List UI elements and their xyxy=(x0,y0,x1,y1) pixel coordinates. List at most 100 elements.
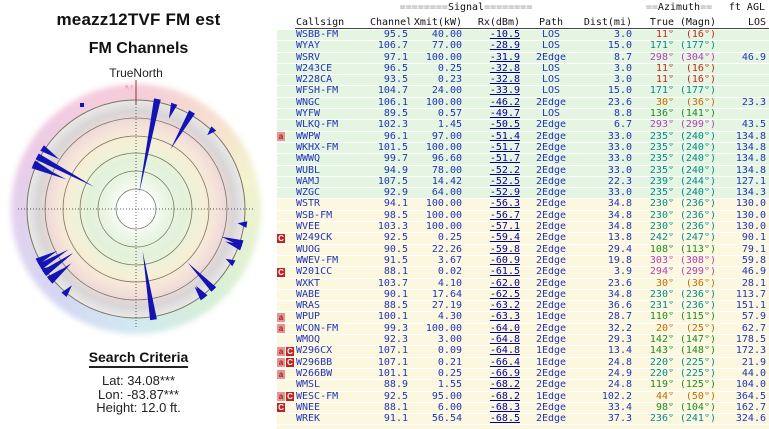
rx-link[interactable]: -66.9 xyxy=(489,368,520,379)
callsign-cell: WSB-FM xyxy=(296,210,333,221)
xmit-cell: 24.00 xyxy=(431,86,462,97)
rx-link[interactable]: -68.2 xyxy=(489,380,520,391)
xmit-cell: 100.00 xyxy=(425,199,462,210)
rx-link[interactable]: -49.7 xyxy=(489,109,520,120)
magn-azimuth-cell: (240°) xyxy=(679,154,716,165)
dist-cell: 32.2 xyxy=(607,323,632,334)
flag-badges xyxy=(277,53,295,63)
rx-link[interactable]: -59.4 xyxy=(489,233,520,244)
callsign-cell: WABE xyxy=(296,289,321,300)
rx-link[interactable]: -62.0 xyxy=(489,278,520,289)
signal-spike xyxy=(40,145,60,160)
flag-badge-c: C xyxy=(286,358,294,368)
signal-spike xyxy=(32,160,52,172)
rx-link[interactable]: -62.5 xyxy=(489,289,520,300)
channel-cell: 103.7 xyxy=(377,278,408,289)
path-cell: 1Edge xyxy=(535,312,567,323)
los-cell: 134.8 xyxy=(735,131,766,142)
dist-cell: 24.8 xyxy=(607,380,632,391)
rx-link[interactable]: -46.2 xyxy=(489,97,520,108)
rx-link[interactable]: -63.3 xyxy=(489,312,520,323)
lat-line: Lat: 34.08*** xyxy=(0,374,277,388)
dist-cell: 34.8 xyxy=(607,289,632,300)
height-label: Height: xyxy=(96,400,138,415)
xmit-cell: 0.02 xyxy=(437,267,462,278)
rx-link[interactable]: -60.9 xyxy=(489,255,520,266)
rx-link[interactable]: -64.8 xyxy=(489,346,520,357)
los-cell xyxy=(722,109,769,119)
dist-cell: 23.6 xyxy=(607,278,632,289)
table-row: WLKQ-FM 102.3 1.45 -50.5 2Edge 6.7 293° (299°) 4… xyxy=(277,120,769,132)
callsign-cell: WPUP xyxy=(296,312,321,323)
rx-link[interactable]: -64.8 xyxy=(489,335,520,346)
rx-link[interactable]: -68.3 xyxy=(489,402,520,413)
rx-link[interactable]: -32.8 xyxy=(489,63,520,74)
path-cell: 2Edge xyxy=(535,97,567,108)
callsign-cell: WRAS xyxy=(296,301,321,312)
rx-link[interactable]: -50.5 xyxy=(489,120,520,131)
signal-spike xyxy=(38,249,69,270)
path-cell: 2Edge xyxy=(535,176,567,187)
callsign-cell: WAMJ xyxy=(296,176,321,187)
true-azimuth-cell: 142° xyxy=(649,335,674,346)
azimuth-deco-right: == xyxy=(700,2,713,13)
rx-link[interactable]: -51.7 xyxy=(489,142,520,153)
rx-link[interactable]: -28.9 xyxy=(489,41,520,52)
rx-link[interactable]: -52.5 xyxy=(489,176,520,187)
path-cell: 2Edge xyxy=(535,142,567,153)
col-los: LOS xyxy=(747,17,766,28)
path-cell: 2Edge xyxy=(535,210,567,221)
flag-badges xyxy=(277,154,295,164)
flag-badge-c: C xyxy=(286,392,294,402)
rx-link[interactable]: -68.2 xyxy=(489,391,520,402)
rx-link[interactable]: -32.8 xyxy=(489,75,520,86)
true-azimuth-cell: 20° xyxy=(655,323,674,334)
callsign-cell: WESC-FM xyxy=(296,391,339,402)
magn-azimuth-cell: (244°) xyxy=(679,176,716,187)
rx-link[interactable]: -52.9 xyxy=(489,188,520,199)
xmit-cell: 3.67 xyxy=(437,255,462,266)
callsign-cell: WYFW xyxy=(296,109,321,120)
los-cell: 104.0 xyxy=(735,380,766,391)
xmit-cell: 97.00 xyxy=(431,131,462,142)
los-cell xyxy=(722,30,769,40)
rx-link[interactable]: -52.2 xyxy=(489,165,520,176)
rx-link[interactable]: -63.2 xyxy=(489,301,520,312)
rx-link[interactable]: -66.4 xyxy=(489,357,520,368)
path-cell: 1Edge xyxy=(535,357,567,368)
dist-cell: 33.4 xyxy=(607,402,632,413)
dist-cell: 37.3 xyxy=(607,414,632,425)
col-path: Path xyxy=(538,17,564,28)
rx-link[interactable]: -33.9 xyxy=(489,86,520,97)
los-cell: 28.1 xyxy=(741,278,766,289)
rx-link[interactable]: -68.5 xyxy=(489,414,520,425)
table-row: C W249CK 92.5 0.25 -59.4 2Edge 13.8 242° (247°) 9… xyxy=(277,233,769,245)
rx-link[interactable]: -51.7 xyxy=(489,154,520,165)
path-cell: 2Edge xyxy=(535,120,567,131)
dist-cell: 33.0 xyxy=(607,131,632,142)
rx-link[interactable]: -57.1 xyxy=(489,222,520,233)
path-cell: LOS xyxy=(541,109,561,120)
rx-link[interactable]: -61.5 xyxy=(489,267,520,278)
xmit-cell: 0.21 xyxy=(437,357,462,368)
dist-cell: 15.0 xyxy=(607,86,632,97)
true-azimuth-cell: 235° xyxy=(649,131,674,142)
signal-spike xyxy=(182,110,195,129)
rx-link[interactable]: -51.4 xyxy=(489,131,520,142)
magn-azimuth-cell: (16°) xyxy=(685,30,716,40)
dist-cell: 8.7 xyxy=(613,52,632,63)
rx-link[interactable]: -64.0 xyxy=(489,323,520,334)
rx-link[interactable]: -31.9 xyxy=(489,52,520,63)
rx-link[interactable]: -59.8 xyxy=(489,244,520,255)
dist-cell: 6.7 xyxy=(613,120,632,131)
flag-badge-c: C xyxy=(277,267,285,277)
rx-link[interactable]: -10.5 xyxy=(489,30,520,40)
rx-link[interactable]: -56.3 xyxy=(489,199,520,210)
channel-cell: 96.5 xyxy=(383,63,408,74)
channel-cell: 107.5 xyxy=(377,176,408,187)
flag-badges xyxy=(277,188,295,198)
rx-link[interactable]: -56.7 xyxy=(489,210,520,221)
callsign-cell: W228CA xyxy=(296,75,333,86)
channel-cell: 101.5 xyxy=(377,142,408,153)
channel-cell: 92.9 xyxy=(383,188,408,199)
